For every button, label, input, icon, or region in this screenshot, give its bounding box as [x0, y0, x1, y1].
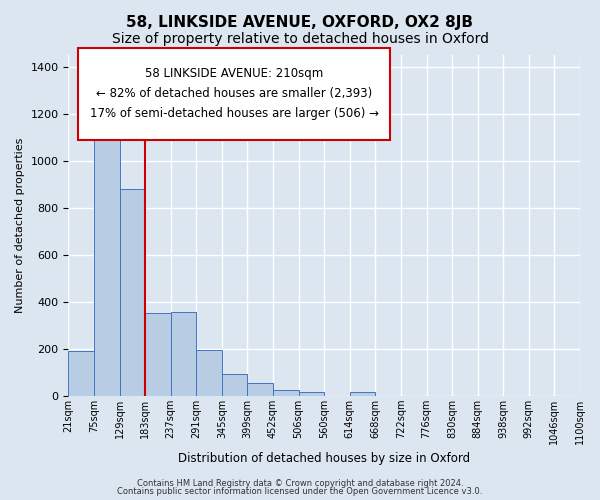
Bar	[222, 374, 247, 396]
Bar	[68, 351, 94, 396]
Bar	[171, 312, 196, 396]
Bar	[94, 135, 119, 396]
Bar	[145, 314, 171, 396]
Text: Size of property relative to detached houses in Oxford: Size of property relative to detached ho…	[112, 32, 488, 46]
Bar	[196, 350, 222, 396]
Text: Contains public sector information licensed under the Open Government Licence v3: Contains public sector information licen…	[118, 487, 482, 496]
Y-axis label: Number of detached properties: Number of detached properties	[15, 138, 25, 313]
Text: Contains HM Land Registry data © Crown copyright and database right 2024.: Contains HM Land Registry data © Crown c…	[137, 478, 463, 488]
Bar	[273, 390, 299, 396]
Bar	[247, 382, 273, 396]
Text: 58, LINKSIDE AVENUE, OXFORD, OX2 8JB: 58, LINKSIDE AVENUE, OXFORD, OX2 8JB	[127, 15, 473, 30]
X-axis label: Distribution of detached houses by size in Oxford: Distribution of detached houses by size …	[178, 452, 470, 465]
Bar	[350, 392, 376, 396]
Bar	[119, 189, 145, 396]
Bar	[299, 392, 324, 396]
Text: 58 LINKSIDE AVENUE: 210sqm
← 82% of detached houses are smaller (2,393)
17% of s: 58 LINKSIDE AVENUE: 210sqm ← 82% of deta…	[89, 67, 379, 120]
